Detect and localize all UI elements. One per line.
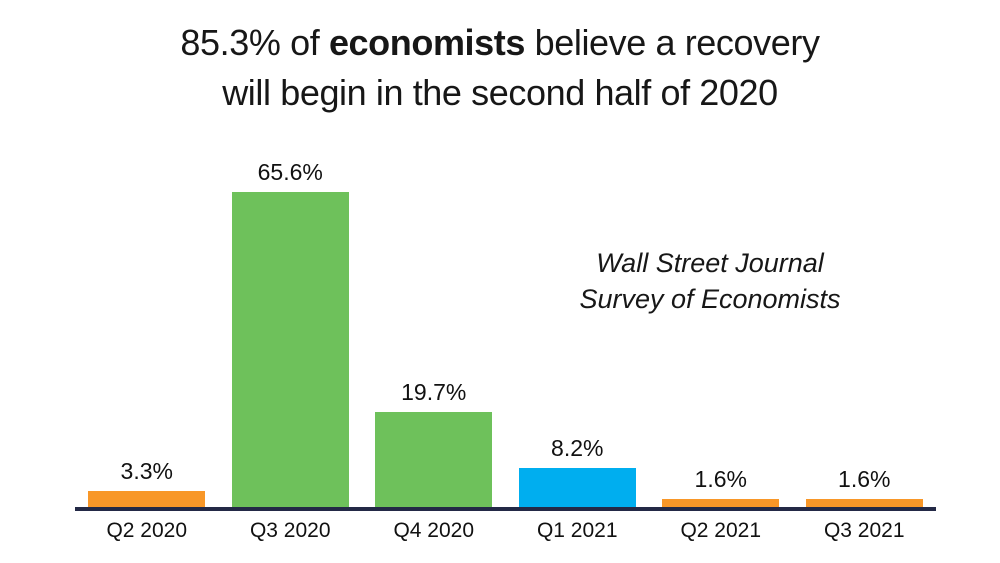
annotation-line-2: Survey of Economists	[579, 283, 841, 314]
x-axis-label-q2-2021: Q2 2021	[680, 519, 762, 542]
x-axis-label-q4-2020: Q4 2020	[393, 519, 475, 542]
bar-value-label: 19.7%	[401, 379, 467, 405]
bar-value-label: 8.2%	[551, 435, 604, 461]
x-axis-label-q2-2020: Q2 2020	[106, 519, 188, 542]
title-line-1-post: believe a recovery	[525, 22, 820, 63]
plot-area: 3.3% 65.6% 19.7% 8.2% 1.6% 1.6%	[75, 0, 936, 507]
title-line-1-bold: economists	[328, 22, 525, 63]
bar-value-label: 1.6%	[694, 466, 747, 492]
bar-q3-2021	[805, 499, 923, 507]
title-line-2: will begin in the second half of 2020	[222, 71, 778, 113]
bar-value-label: 3.3%	[120, 458, 173, 484]
annotation-line-1: Wall Street Journal	[596, 248, 824, 278]
x-axis-line	[75, 507, 936, 511]
bar-value-label: 1.6%	[838, 466, 891, 492]
bar-q3-2020	[231, 192, 349, 507]
bar-group-q2-2021: 1.6%	[649, 466, 793, 507]
x-axis-label-q3-2021: Q3 2021	[823, 519, 905, 542]
bar-group-q3-2020: 65.6%	[219, 159, 363, 507]
x-axis-label-q3-2020: Q3 2020	[249, 519, 331, 542]
bar-q2-2020	[88, 491, 206, 507]
x-axis-label-q1-2021: Q1 2021	[536, 519, 618, 542]
bar-q2-2021	[662, 499, 780, 507]
bar-value-label: 65.6%	[257, 159, 323, 185]
bar-q1-2021	[518, 468, 636, 507]
bar-group-q1-2021: 8.2%	[506, 435, 650, 507]
bar-group-q4-2020: 19.7%	[362, 379, 506, 507]
title-line-1: 85.3% of economists believe a recovery	[0, 18, 1000, 68]
bar-group-q2-2020: 3.3%	[75, 458, 219, 507]
source-annotation: Wall Street Journal Survey of Economists	[540, 246, 880, 318]
bar-group-q3-2021: 1.6%	[793, 466, 937, 507]
bar-q4-2020	[375, 412, 493, 507]
x-axis-labels: Q2 2020 Q3 2020 Q4 2020 Q1 2021 Q2 2021 Q3 20…	[75, 519, 936, 543]
chart-title: 85.3% of economists believe a recovery w…	[0, 18, 1000, 117]
title-line-1-pre: 85.3% of	[180, 22, 329, 63]
